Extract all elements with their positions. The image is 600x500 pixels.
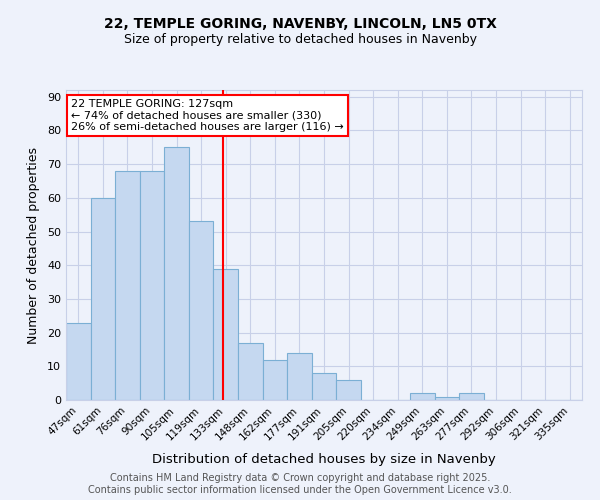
Text: 22 TEMPLE GORING: 127sqm
← 74% of detached houses are smaller (330)
26% of semi-: 22 TEMPLE GORING: 127sqm ← 74% of detach…: [71, 100, 344, 132]
Bar: [312, 373, 336, 400]
Bar: [115, 171, 140, 400]
Bar: [410, 394, 434, 400]
Bar: [336, 380, 361, 400]
Bar: [238, 342, 263, 400]
Text: Size of property relative to detached houses in Navenby: Size of property relative to detached ho…: [124, 32, 476, 46]
Bar: [287, 353, 312, 400]
Y-axis label: Number of detached properties: Number of detached properties: [27, 146, 40, 344]
X-axis label: Distribution of detached houses by size in Navenby: Distribution of detached houses by size …: [152, 453, 496, 466]
Bar: [214, 268, 238, 400]
Bar: [91, 198, 115, 400]
Bar: [459, 394, 484, 400]
Bar: [263, 360, 287, 400]
Bar: [189, 222, 214, 400]
Text: Contains HM Land Registry data © Crown copyright and database right 2025.
Contai: Contains HM Land Registry data © Crown c…: [88, 474, 512, 495]
Text: 22, TEMPLE GORING, NAVENBY, LINCOLN, LN5 0TX: 22, TEMPLE GORING, NAVENBY, LINCOLN, LN5…: [104, 18, 496, 32]
Bar: [140, 171, 164, 400]
Bar: [66, 322, 91, 400]
Bar: [434, 396, 459, 400]
Bar: [164, 148, 189, 400]
